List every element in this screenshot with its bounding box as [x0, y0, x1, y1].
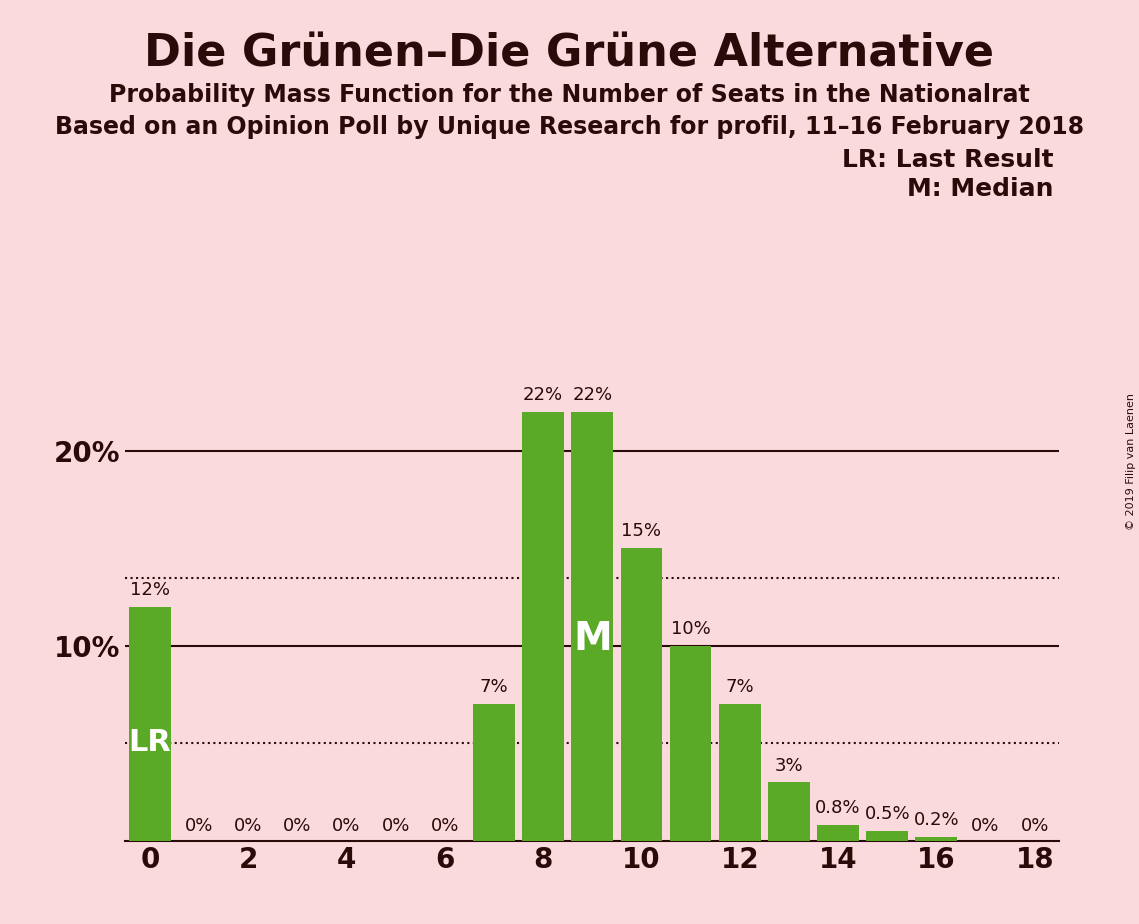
Text: 15%: 15% — [622, 522, 662, 541]
Text: 0%: 0% — [284, 817, 312, 835]
Bar — [129, 607, 171, 841]
Text: 3%: 3% — [775, 757, 803, 774]
Text: 22%: 22% — [523, 386, 563, 404]
Bar — [670, 646, 712, 841]
Text: LR: Last Result: LR: Last Result — [842, 148, 1054, 172]
Text: 12%: 12% — [130, 581, 170, 599]
Bar — [621, 548, 663, 841]
Bar — [768, 783, 810, 841]
Text: © 2019 Filip van Laenen: © 2019 Filip van Laenen — [1126, 394, 1136, 530]
Text: 22%: 22% — [572, 386, 613, 404]
Text: 0%: 0% — [233, 817, 262, 835]
Text: Die Grünen–Die Grüne Alternative: Die Grünen–Die Grüne Alternative — [145, 32, 994, 76]
Text: 0%: 0% — [333, 817, 361, 835]
Text: M: Median: M: Median — [907, 177, 1054, 201]
Text: 0%: 0% — [185, 817, 213, 835]
Text: 0%: 0% — [431, 817, 459, 835]
Bar — [522, 412, 564, 841]
Text: 10%: 10% — [671, 620, 711, 638]
Text: Probability Mass Function for the Number of Seats in the Nationalrat: Probability Mass Function for the Number… — [109, 83, 1030, 107]
Bar — [817, 825, 859, 841]
Text: 7%: 7% — [480, 678, 508, 697]
Text: M: M — [573, 620, 612, 658]
Bar — [473, 704, 515, 841]
Bar — [719, 704, 761, 841]
Text: 0.2%: 0.2% — [913, 811, 959, 829]
Text: 0%: 0% — [972, 817, 1000, 835]
Text: 0.5%: 0.5% — [865, 806, 910, 823]
Bar — [916, 837, 957, 841]
Text: 0%: 0% — [1021, 817, 1049, 835]
Text: 0%: 0% — [382, 817, 410, 835]
Text: 7%: 7% — [726, 678, 754, 697]
Text: LR: LR — [129, 728, 171, 757]
Text: 0.8%: 0.8% — [816, 799, 861, 818]
Bar — [867, 831, 908, 841]
Bar — [572, 412, 613, 841]
Text: Based on an Opinion Poll by Unique Research for profil, 11–16 February 2018: Based on an Opinion Poll by Unique Resea… — [55, 115, 1084, 139]
